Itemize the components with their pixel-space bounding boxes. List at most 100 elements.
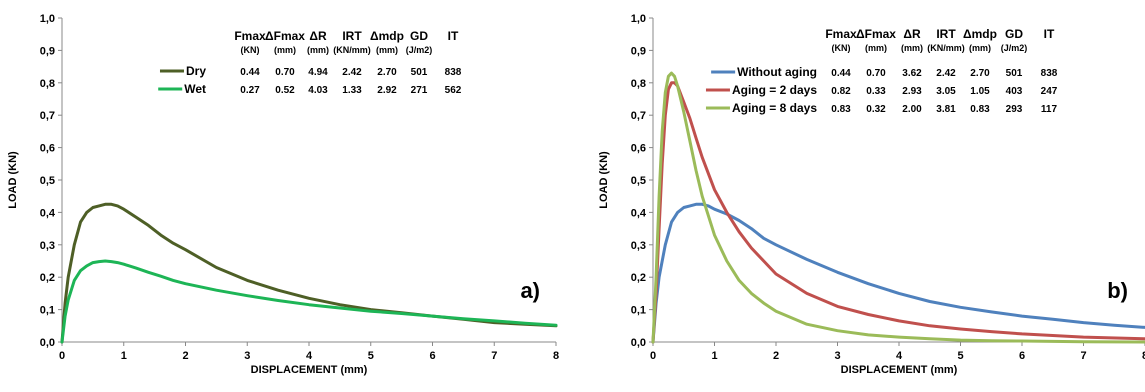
chart-b-x-tick-label: 0 [650, 350, 656, 362]
chart-b-table-unit: (mm) [901, 43, 923, 53]
chart-b-table-header: ΔFmax [856, 27, 896, 41]
chart-b-x-tick-label: 2 [773, 350, 779, 362]
chart-a-table-cell: 4.03 [308, 85, 328, 96]
chart-b-table-cell: 1.05 [970, 86, 990, 97]
chart-a-y-tick-label: 0,0 [40, 337, 55, 349]
chart-b-y-axis-label: LOAD (KN) [598, 151, 610, 209]
chart-a-y-tick-label: 0,2 [40, 272, 55, 284]
chart-a-table-cell: 838 [445, 67, 462, 78]
chart-b-legend-label: Without aging [737, 65, 817, 79]
chart-a-y-axis-label: LOAD (KN) [7, 151, 19, 209]
chart-a-y-tick-label: 0,1 [40, 305, 55, 317]
chart-b-y-tick-label: 0,0 [631, 337, 646, 349]
chart-a-y-tick-label: 0,4 [40, 207, 56, 219]
chart-a-table-header: Fmax [234, 29, 266, 43]
chart-b-table-unit: (J/m2) [1001, 43, 1028, 53]
chart-b-y-tick-label: 0,7 [631, 110, 646, 122]
chart-a-table-header: GD [410, 29, 428, 43]
chart-b-table-cell: 3.81 [936, 104, 956, 115]
chart-b-series-line-1 [651, 81, 1145, 344]
chart-a-table-cell: 2.42 [342, 67, 362, 78]
chart-a-y-tick-label: 0,7 [40, 110, 55, 122]
chart-panel-b: 0,0 0,1 0,2 0,3 0,4 0,5 0,6 0,7 0,8 0,9 1,0 0 1 2 3 4 5 6… [598, 13, 1145, 376]
chart-b-table-header: Δmdp [963, 27, 997, 41]
chart-b-series-line-2 [651, 71, 1145, 344]
chart-a-panel-tag: a) [520, 278, 540, 303]
chart-a-table-unit: (KN) [241, 45, 260, 55]
chart-b-table-cell: 2.00 [902, 104, 922, 115]
chart-b-table-unit: (KN/mm) [927, 43, 965, 53]
chart-b-table-cell: 0.83 [831, 104, 851, 115]
chart-a-table-header: ΔFmax [265, 29, 305, 43]
chart-a-y-tick-label: 0,5 [40, 175, 55, 187]
chart-a-table-cell: 2.92 [377, 85, 397, 96]
chart-a-table-cell: 271 [411, 85, 428, 96]
chart-a-table-cell: 0.27 [240, 85, 260, 96]
chart-b-y-tick-label: 0,5 [631, 175, 646, 187]
chart-b-table-cell: 247 [1041, 86, 1058, 97]
chart-a-legend-label: Dry [186, 64, 206, 78]
chart-a-table-cell: 0.52 [275, 85, 295, 96]
chart-b-table-cell: 293 [1006, 104, 1023, 115]
chart-b-table-cell: 0.33 [866, 86, 886, 97]
chart-a-x-tick-label: 2 [182, 350, 188, 362]
chart-b-table-cell: 3.05 [936, 86, 956, 97]
chart-b-y-tick-label: 0,3 [631, 240, 646, 252]
chart-a-y-tick-label: 0,3 [40, 240, 55, 252]
chart-b-table-cell: 3.62 [902, 68, 922, 79]
chart-b-y-tick-label: 0,1 [631, 305, 646, 317]
chart-a-table-unit: (mm) [376, 45, 398, 55]
chart-b-table-cell: 2.42 [936, 68, 956, 79]
chart-b-table-cell: 838 [1041, 68, 1058, 79]
chart-b-table-cell: 0.32 [866, 104, 886, 115]
chart-a-table-unit: (mm) [274, 45, 296, 55]
chart-a-table-cell: 0.44 [240, 67, 260, 78]
chart-b-y-tick-label: 0,4 [631, 207, 647, 219]
chart-a-table-unit: (KN/mm) [333, 45, 371, 55]
chart-a-table-cell: 4.94 [308, 67, 328, 78]
chart-b-table-cell: 2.70 [970, 68, 990, 79]
chart-b-table-cell: 117 [1041, 104, 1058, 115]
chart-a-x-axis-label: DISPLACEMENT (mm) [251, 364, 368, 376]
chart-b-table-unit: (mm) [969, 43, 991, 53]
chart-a-table-cell: 0.70 [275, 67, 295, 78]
chart-a-table-cell: 1.33 [342, 85, 362, 96]
chart-b-y-tick-label: 0,8 [631, 78, 646, 90]
chart-a-y-tick-label: 0,8 [40, 78, 55, 90]
chart-a-x-tick-label: 3 [244, 350, 250, 362]
chart-b-table-unit: (KN) [832, 43, 851, 53]
chart-a-table-cell: 501 [411, 67, 428, 78]
chart-b-x-tick-label: 6 [1019, 350, 1025, 362]
chart-b-panel-tag: b) [1107, 278, 1128, 303]
chart-a-x-tick-label: 6 [429, 350, 435, 362]
chart-b-y-tick-label: 0,9 [631, 45, 646, 57]
chart-b-x-axis-label: DISPLACEMENT (mm) [841, 364, 958, 376]
chart-a-legend-label: Wet [184, 82, 206, 96]
chart-panel-a: 0,00,10,20,30,40,50,60,70,80,91,00 1 2 3 4 5 6… [7, 13, 559, 376]
chart-a-table-header: IRT [342, 29, 362, 43]
chart-b-y-tick-label: 0,6 [631, 143, 646, 155]
chart-a-x-tick-label: 7 [491, 350, 497, 362]
chart-a-table-header: ΔR [309, 29, 327, 43]
chart-b-table-cell: 2.93 [902, 86, 922, 97]
chart-a-table-header: IT [448, 29, 459, 43]
chart-a-y-tick-label: 1,0 [40, 13, 55, 25]
chart-b-table-cell: 403 [1006, 86, 1023, 97]
chart-b-x-tick-label: 7 [1080, 350, 1086, 362]
chart-a-x-tick-label: 8 [553, 350, 559, 362]
chart-a-table-unit: (J/m2) [406, 45, 433, 55]
chart-b-table-cell: 0.44 [831, 68, 851, 79]
chart-b-table-cell: 0.83 [970, 104, 990, 115]
chart-a-table-cell: 2.70 [377, 67, 397, 78]
chart-b-legend-label: Aging = 8 days [732, 101, 817, 115]
chart-a-x-tick-label: 1 [121, 350, 127, 362]
chart-a-y-tick-label: 0,6 [40, 143, 55, 155]
chart-a-table-unit: (mm) [307, 45, 329, 55]
chart-b-y-tick-label: 1,0 [631, 13, 646, 25]
chart-b-table-cell: 0.70 [866, 68, 886, 79]
chart-b-series-line-0 [651, 202, 1145, 344]
chart-b-table-header: Fmax [825, 27, 857, 41]
chart-b-table-unit: (mm) [865, 43, 887, 53]
chart-a-series-line-1 [60, 259, 558, 344]
